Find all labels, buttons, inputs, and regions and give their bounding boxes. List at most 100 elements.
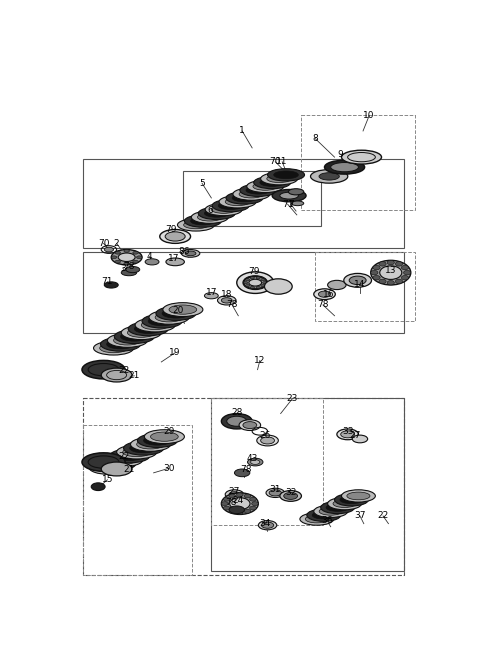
Ellipse shape <box>401 265 408 270</box>
Text: 70: 70 <box>269 157 281 166</box>
Ellipse shape <box>340 496 363 504</box>
Ellipse shape <box>185 251 196 255</box>
Ellipse shape <box>205 203 242 215</box>
Text: 78: 78 <box>123 262 135 271</box>
Ellipse shape <box>229 498 250 510</box>
Ellipse shape <box>331 162 359 172</box>
Text: 22: 22 <box>119 366 130 375</box>
Ellipse shape <box>101 462 132 476</box>
Text: 31: 31 <box>269 485 281 495</box>
Ellipse shape <box>261 284 265 287</box>
Ellipse shape <box>326 504 349 512</box>
Text: 9: 9 <box>338 149 344 159</box>
Ellipse shape <box>227 416 247 426</box>
Ellipse shape <box>148 316 176 326</box>
Ellipse shape <box>347 492 370 500</box>
Text: 4: 4 <box>147 252 153 261</box>
Text: 37: 37 <box>354 512 366 521</box>
Ellipse shape <box>204 210 229 217</box>
Ellipse shape <box>111 256 117 259</box>
Text: 78: 78 <box>227 301 238 309</box>
Ellipse shape <box>234 469 250 477</box>
Ellipse shape <box>291 201 304 206</box>
Ellipse shape <box>245 278 250 281</box>
Text: 79: 79 <box>166 225 177 234</box>
Ellipse shape <box>184 221 208 229</box>
Ellipse shape <box>221 493 258 514</box>
Ellipse shape <box>344 273 372 288</box>
Ellipse shape <box>155 312 183 322</box>
Ellipse shape <box>151 432 178 441</box>
Ellipse shape <box>314 289 336 299</box>
Ellipse shape <box>160 229 191 244</box>
Ellipse shape <box>115 252 120 254</box>
Ellipse shape <box>244 282 248 284</box>
Ellipse shape <box>387 260 395 265</box>
Ellipse shape <box>272 189 306 202</box>
Ellipse shape <box>237 493 243 496</box>
Ellipse shape <box>341 490 375 502</box>
Ellipse shape <box>96 457 136 470</box>
Ellipse shape <box>103 453 143 466</box>
Ellipse shape <box>169 305 197 314</box>
Text: 6: 6 <box>207 206 213 215</box>
Ellipse shape <box>379 279 386 284</box>
Ellipse shape <box>204 293 218 299</box>
Ellipse shape <box>131 438 170 451</box>
Ellipse shape <box>102 459 130 468</box>
Ellipse shape <box>252 502 258 506</box>
Ellipse shape <box>141 320 169 329</box>
Ellipse shape <box>223 497 230 501</box>
Ellipse shape <box>239 420 261 430</box>
Ellipse shape <box>243 276 267 290</box>
Text: 79: 79 <box>248 267 260 276</box>
Ellipse shape <box>371 271 378 275</box>
Text: 21: 21 <box>123 465 135 474</box>
Ellipse shape <box>352 435 368 443</box>
Ellipse shape <box>124 250 130 252</box>
Text: 5: 5 <box>199 179 205 188</box>
Ellipse shape <box>121 270 137 276</box>
Ellipse shape <box>237 510 243 514</box>
Ellipse shape <box>335 494 369 506</box>
Ellipse shape <box>246 187 271 194</box>
Text: 34: 34 <box>260 519 271 528</box>
Ellipse shape <box>251 460 260 464</box>
Text: 11: 11 <box>276 157 288 166</box>
Ellipse shape <box>264 279 292 294</box>
Ellipse shape <box>371 260 411 285</box>
Ellipse shape <box>229 510 236 514</box>
Ellipse shape <box>258 521 277 530</box>
Ellipse shape <box>133 260 138 263</box>
Ellipse shape <box>240 184 277 196</box>
Ellipse shape <box>261 278 265 281</box>
Ellipse shape <box>130 443 157 453</box>
Ellipse shape <box>387 280 395 285</box>
Ellipse shape <box>312 512 336 519</box>
Text: 71: 71 <box>282 200 293 208</box>
Ellipse shape <box>181 250 200 257</box>
Text: 26: 26 <box>260 432 271 440</box>
Ellipse shape <box>250 506 256 510</box>
Ellipse shape <box>198 207 235 219</box>
Text: 78: 78 <box>240 465 252 474</box>
Ellipse shape <box>250 286 254 289</box>
Ellipse shape <box>249 279 262 286</box>
Ellipse shape <box>221 413 252 429</box>
Ellipse shape <box>244 494 251 498</box>
Ellipse shape <box>126 267 140 272</box>
Ellipse shape <box>223 506 230 510</box>
Text: 28: 28 <box>231 408 242 417</box>
Ellipse shape <box>245 284 250 287</box>
Ellipse shape <box>319 173 339 180</box>
Ellipse shape <box>229 506 244 514</box>
Ellipse shape <box>137 440 164 449</box>
Ellipse shape <box>144 436 171 445</box>
Ellipse shape <box>319 508 342 515</box>
Text: 18: 18 <box>221 290 232 299</box>
Ellipse shape <box>263 282 267 284</box>
Text: 23: 23 <box>287 394 298 403</box>
Text: 7: 7 <box>288 200 294 208</box>
Ellipse shape <box>221 502 228 506</box>
Ellipse shape <box>300 513 334 525</box>
